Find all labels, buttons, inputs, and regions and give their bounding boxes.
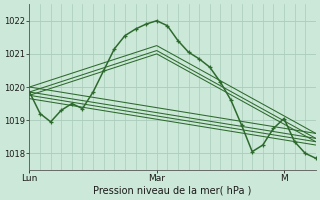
X-axis label: Pression niveau de la mer( hPa ): Pression niveau de la mer( hPa ) — [93, 186, 252, 196]
